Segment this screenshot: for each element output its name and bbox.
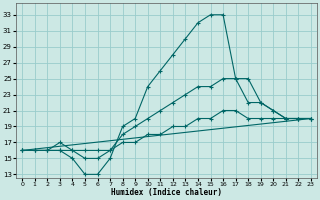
X-axis label: Humidex (Indice chaleur): Humidex (Indice chaleur) (111, 188, 222, 197)
